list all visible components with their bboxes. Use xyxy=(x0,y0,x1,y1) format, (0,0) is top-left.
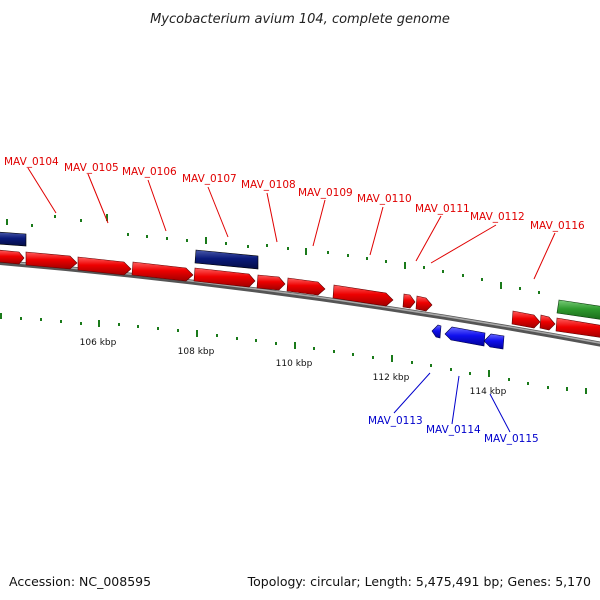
forward-cds-arrow xyxy=(511,310,541,329)
scale-label-110: 110 kbp xyxy=(276,359,313,369)
forward-cds-arrow xyxy=(402,293,416,309)
forward-cds-arrow xyxy=(256,274,286,291)
scale-label-108: 108 kbp xyxy=(178,347,215,357)
forward-gene-labels xyxy=(27,167,556,280)
forward-cds-arrow xyxy=(286,277,326,296)
lower-tick-row xyxy=(0,313,587,394)
gene-label-mav0114[interactable]: MAV_0114 xyxy=(426,424,481,436)
gene-label-mav0105[interactable]: MAV_0105 xyxy=(64,162,119,174)
scale-labels: 106 kbp 108 kbp 110 kbp 112 kbp 114 kbp xyxy=(80,338,507,397)
forward-cds-arrow xyxy=(131,261,194,282)
gene-label-mav0106[interactable]: MAV_0106 xyxy=(122,166,177,178)
topology-text: Topology: circular; Length: 5,475,491 bp… xyxy=(247,574,591,589)
gene-label-mav0107[interactable]: MAV_0107 xyxy=(182,173,237,185)
forward-cds-arrow xyxy=(555,317,600,338)
reverse-cds-track xyxy=(431,324,505,350)
scale-label-106: 106 kbp xyxy=(80,338,117,348)
gene-label-mav0111[interactable]: MAV_0111 xyxy=(415,203,470,215)
navy-features xyxy=(0,231,259,270)
gene-label-mav0109[interactable]: MAV_0109 xyxy=(298,187,353,199)
upper-tick-row xyxy=(6,214,540,294)
gene-label-mav0108[interactable]: MAV_0108 xyxy=(241,179,296,191)
forward-cds-arrow xyxy=(539,314,556,331)
reverse-gene-leaders xyxy=(393,372,511,433)
gene-label-mav0104[interactable]: MAV_0104 xyxy=(4,156,59,168)
forward-cds-arrow xyxy=(0,249,25,265)
accession-text: Accession: NC_008595 xyxy=(9,574,151,589)
green-feature xyxy=(556,299,600,320)
reverse-cds-arrow xyxy=(431,324,442,339)
forward-cds-arrow xyxy=(25,251,78,270)
gene-label-mav0112[interactable]: MAV_0112 xyxy=(470,211,525,223)
forward-cds-track xyxy=(0,249,600,338)
reverse-gene-label-texts: MAV_0113 MAV_0114 MAV_0115 xyxy=(368,415,539,445)
genome-backbone xyxy=(0,259,600,347)
scale-label-112: 112 kbp xyxy=(373,373,410,383)
forward-gene-label-texts: MAV_0104 MAV_0105 MAV_0106 MAV_0107 MAV_… xyxy=(4,156,585,232)
forward-cds-arrow xyxy=(332,284,394,307)
gene-label-mav0115[interactable]: MAV_0115 xyxy=(484,433,539,445)
forward-cds-arrow xyxy=(193,267,256,288)
map-title: Mycobacterium avium 104, complete genome xyxy=(150,12,450,27)
reverse-cds-arrow xyxy=(483,333,505,350)
forward-cds-arrow xyxy=(77,256,132,276)
forward-cds-arrow xyxy=(415,295,433,312)
navy-feature-mav0107 xyxy=(194,249,259,270)
gene-label-mav0110[interactable]: MAV_0110 xyxy=(357,193,412,205)
gene-label-mav0116[interactable]: MAV_0116 xyxy=(530,220,585,232)
reverse-cds-arrow xyxy=(444,326,486,347)
scale-label-114: 114 kbp xyxy=(470,387,507,397)
gene-label-mav0113[interactable]: MAV_0113 xyxy=(368,415,423,427)
navy-feature-left xyxy=(0,231,27,247)
